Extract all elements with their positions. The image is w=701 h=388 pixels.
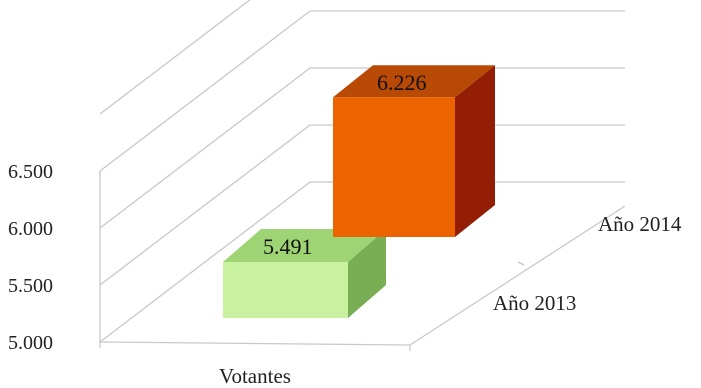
depth-series-label: Año 2014 [598,212,682,236]
gridline [99,124,625,286]
x-category-label: Votantes [219,364,291,388]
gridline [99,181,625,343]
bar-side-face [348,229,386,318]
bar-side-face [455,65,495,238]
y-tick-label: 5.000 [8,332,53,354]
depth-axis-tick [517,261,525,266]
gridline [99,10,625,172]
y-tick-label: 6.000 [8,218,53,240]
gridline [99,67,625,229]
depth-series-label: Año 2013 [493,291,576,315]
bar-front-face [333,97,455,238]
bar-top-face [223,229,386,263]
floor-right-edge [409,205,626,346]
bar-top-face [333,65,495,98]
y-tick-label: 5.500 [8,275,53,297]
gridline [99,0,251,115]
bar-data-label: 5.491 [263,234,313,259]
floor-front-edge [99,341,411,346]
y-tick-label: 6.500 [8,161,53,183]
bar-front-face [223,262,348,318]
bar-data-label: 6.226 [377,70,427,95]
